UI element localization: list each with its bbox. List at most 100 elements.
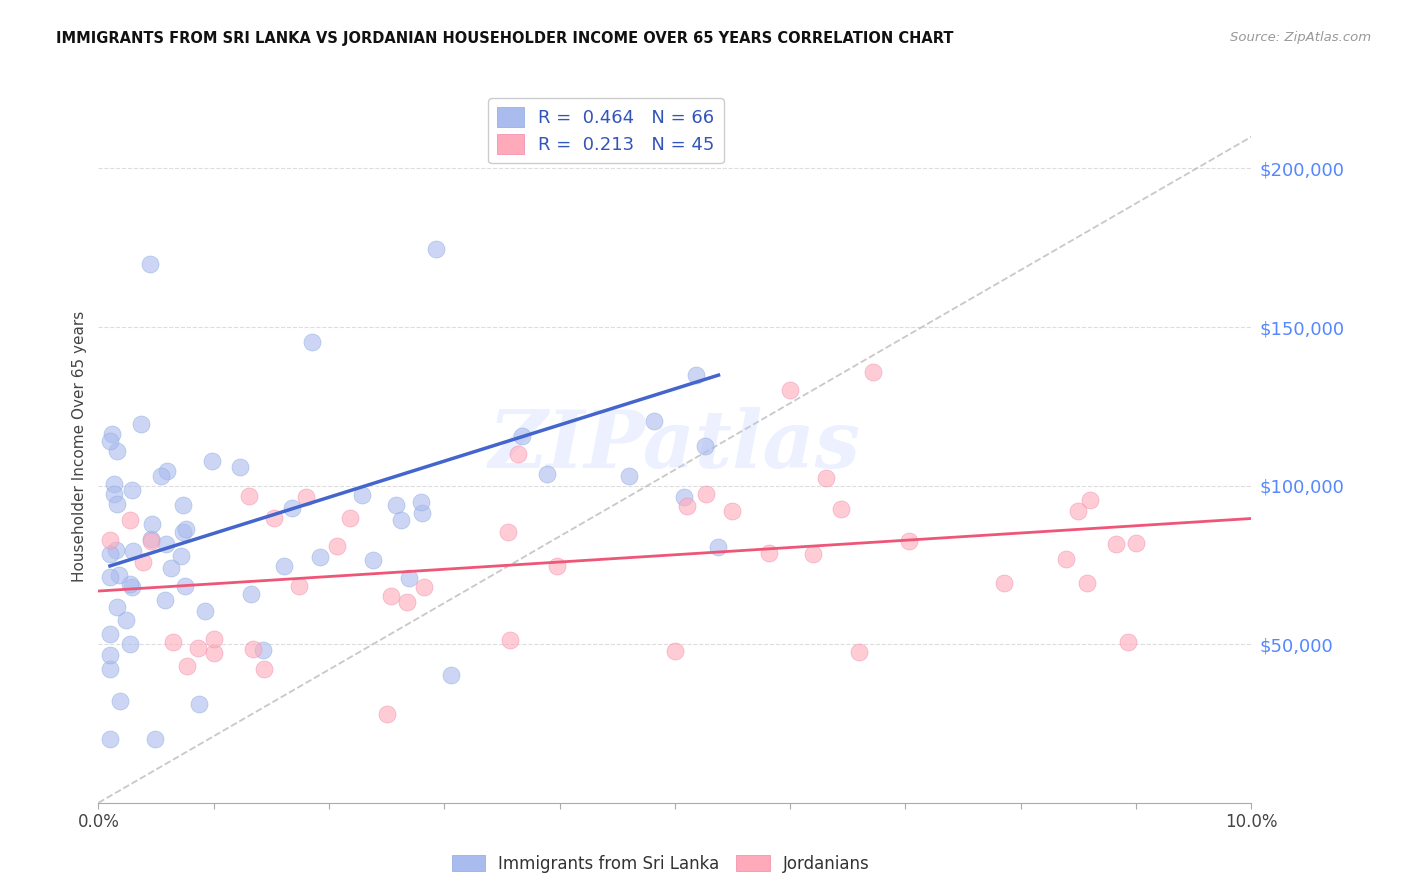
Point (281, 500, 304, 515)
Point (1125, 535, 1147, 549)
Point (118, 513, 141, 527)
Point (253, 661, 276, 675)
Point (326, 539, 349, 553)
Point (779, 384, 801, 398)
Text: ZIPatlas: ZIPatlas (489, 408, 860, 484)
Point (308, 550, 330, 565)
Point (801, 548, 824, 562)
Point (862, 365, 884, 379)
Point (156, 464, 179, 478)
Point (693, 439, 716, 453)
Point (385, 498, 408, 512)
Point (695, 487, 717, 501)
Point (172, 498, 194, 512)
Point (132, 555, 155, 569)
Point (98, 547, 121, 561)
Point (898, 533, 921, 548)
Point (242, 642, 264, 657)
Point (100, 570, 122, 584)
Point (115, 613, 138, 627)
Point (194, 604, 217, 618)
Point (499, 633, 522, 648)
Point (172, 525, 194, 540)
Point (814, 471, 837, 485)
Point (129, 417, 152, 431)
Point (201, 453, 224, 467)
Point (160, 561, 183, 575)
Point (98, 648, 121, 663)
Point (673, 490, 696, 504)
Point (339, 510, 361, 524)
Point (170, 549, 193, 564)
Point (121, 580, 143, 594)
Point (104, 542, 127, 557)
Point (162, 635, 184, 649)
Point (141, 533, 163, 548)
Point (508, 447, 530, 461)
Point (176, 659, 198, 673)
Point (664, 643, 686, 657)
Point (536, 467, 558, 481)
Point (174, 522, 197, 536)
Point (848, 645, 870, 659)
Point (425, 242, 447, 256)
Point (380, 589, 402, 603)
Point (187, 698, 209, 712)
Point (103, 476, 125, 491)
Point (685, 368, 707, 382)
Point (121, 483, 143, 497)
Point (301, 334, 323, 349)
Point (105, 600, 128, 615)
Point (98, 732, 121, 747)
Point (202, 632, 225, 646)
Point (229, 460, 252, 475)
Point (439, 668, 461, 682)
Point (122, 543, 145, 558)
Point (375, 706, 398, 721)
Point (510, 429, 533, 443)
Point (433, 3, 456, 17)
Point (101, 427, 124, 442)
Legend: R =  0.464   N = 66, R =  0.213   N = 45: R = 0.464 N = 66, R = 0.213 N = 45 (488, 98, 724, 163)
Point (273, 558, 295, 573)
Y-axis label: Householder Income Over 65 years: Householder Income Over 65 years (72, 310, 87, 582)
Point (187, 640, 209, 655)
Point (105, 498, 128, 512)
Point (120, 577, 142, 591)
Point (398, 571, 420, 585)
Point (1080, 492, 1102, 507)
Point (361, 553, 384, 567)
Point (411, 495, 433, 509)
Point (721, 504, 744, 518)
Legend: Immigrants from Sri Lanka, Jordanians: Immigrants from Sri Lanka, Jordanians (446, 848, 876, 880)
Point (295, 490, 318, 504)
Point (1104, 537, 1126, 551)
Point (103, 486, 125, 500)
Point (758, 546, 780, 560)
Point (707, 540, 730, 554)
Point (143, 732, 166, 747)
Point (153, 592, 176, 607)
Point (350, 488, 373, 502)
Point (202, 646, 225, 660)
Point (238, 489, 260, 503)
Point (105, 444, 128, 458)
Text: Source: ZipAtlas.com: Source: ZipAtlas.com (1230, 31, 1371, 45)
Point (173, 579, 195, 593)
Point (496, 524, 519, 539)
Point (263, 511, 285, 525)
Point (108, 568, 131, 582)
Point (676, 500, 699, 514)
Point (98, 533, 121, 547)
Point (389, 513, 412, 527)
Point (412, 580, 434, 594)
Point (1054, 551, 1077, 566)
Point (98, 434, 121, 448)
Point (98, 626, 121, 640)
Point (155, 537, 177, 551)
Point (110, 694, 132, 708)
Point (1067, 504, 1090, 518)
Point (139, 257, 162, 271)
Point (98, 662, 121, 676)
Point (252, 643, 274, 657)
